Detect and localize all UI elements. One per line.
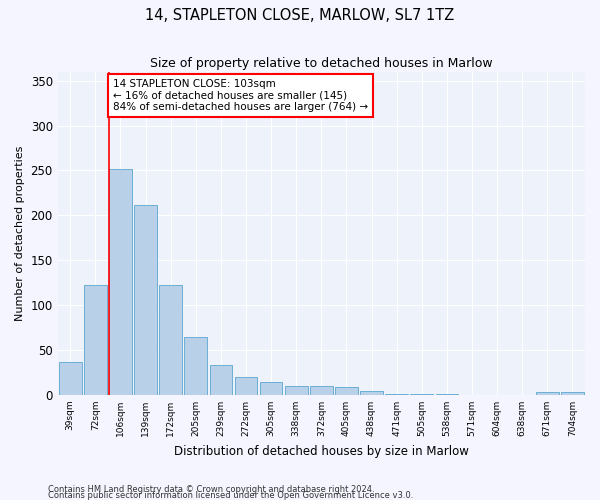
Bar	[134, 206, 157, 395]
Bar	[184, 336, 207, 395]
Bar	[160, 286, 182, 395]
Title: Size of property relative to detached houses in Marlow: Size of property relative to detached ho…	[150, 58, 493, 70]
Bar	[536, 392, 559, 395]
Bar	[436, 394, 458, 395]
Bar	[360, 392, 383, 395]
Bar	[310, 386, 332, 395]
Bar	[109, 168, 132, 395]
Bar	[561, 392, 584, 395]
Bar	[385, 394, 408, 395]
Text: Contains public sector information licensed under the Open Government Licence v3: Contains public sector information licen…	[48, 490, 413, 500]
Bar	[335, 387, 358, 395]
X-axis label: Distribution of detached houses by size in Marlow: Distribution of detached houses by size …	[174, 444, 469, 458]
Bar	[84, 286, 107, 395]
Bar	[59, 362, 82, 395]
Bar	[260, 382, 283, 395]
Text: 14, STAPLETON CLOSE, MARLOW, SL7 1TZ: 14, STAPLETON CLOSE, MARLOW, SL7 1TZ	[145, 8, 455, 22]
Bar	[285, 386, 308, 395]
Bar	[209, 366, 232, 395]
Text: 14 STAPLETON CLOSE: 103sqm
← 16% of detached houses are smaller (145)
84% of sem: 14 STAPLETON CLOSE: 103sqm ← 16% of deta…	[113, 79, 368, 112]
Y-axis label: Number of detached properties: Number of detached properties	[15, 146, 25, 321]
Text: Contains HM Land Registry data © Crown copyright and database right 2024.: Contains HM Land Registry data © Crown c…	[48, 484, 374, 494]
Bar	[235, 377, 257, 395]
Bar	[410, 394, 433, 395]
